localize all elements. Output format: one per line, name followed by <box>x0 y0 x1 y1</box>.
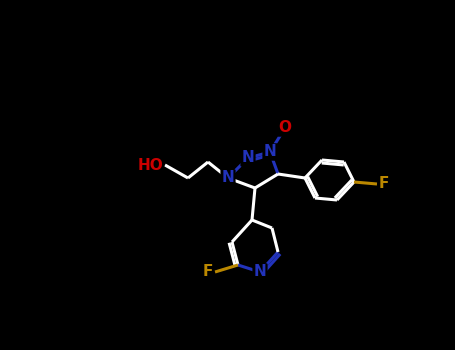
Text: O: O <box>278 120 292 135</box>
Text: N: N <box>222 170 234 186</box>
Text: F: F <box>379 176 389 191</box>
Text: N: N <box>242 150 254 166</box>
Text: N: N <box>253 265 266 280</box>
Text: N: N <box>263 145 276 160</box>
Text: F: F <box>202 265 213 280</box>
Text: HO: HO <box>137 158 163 173</box>
